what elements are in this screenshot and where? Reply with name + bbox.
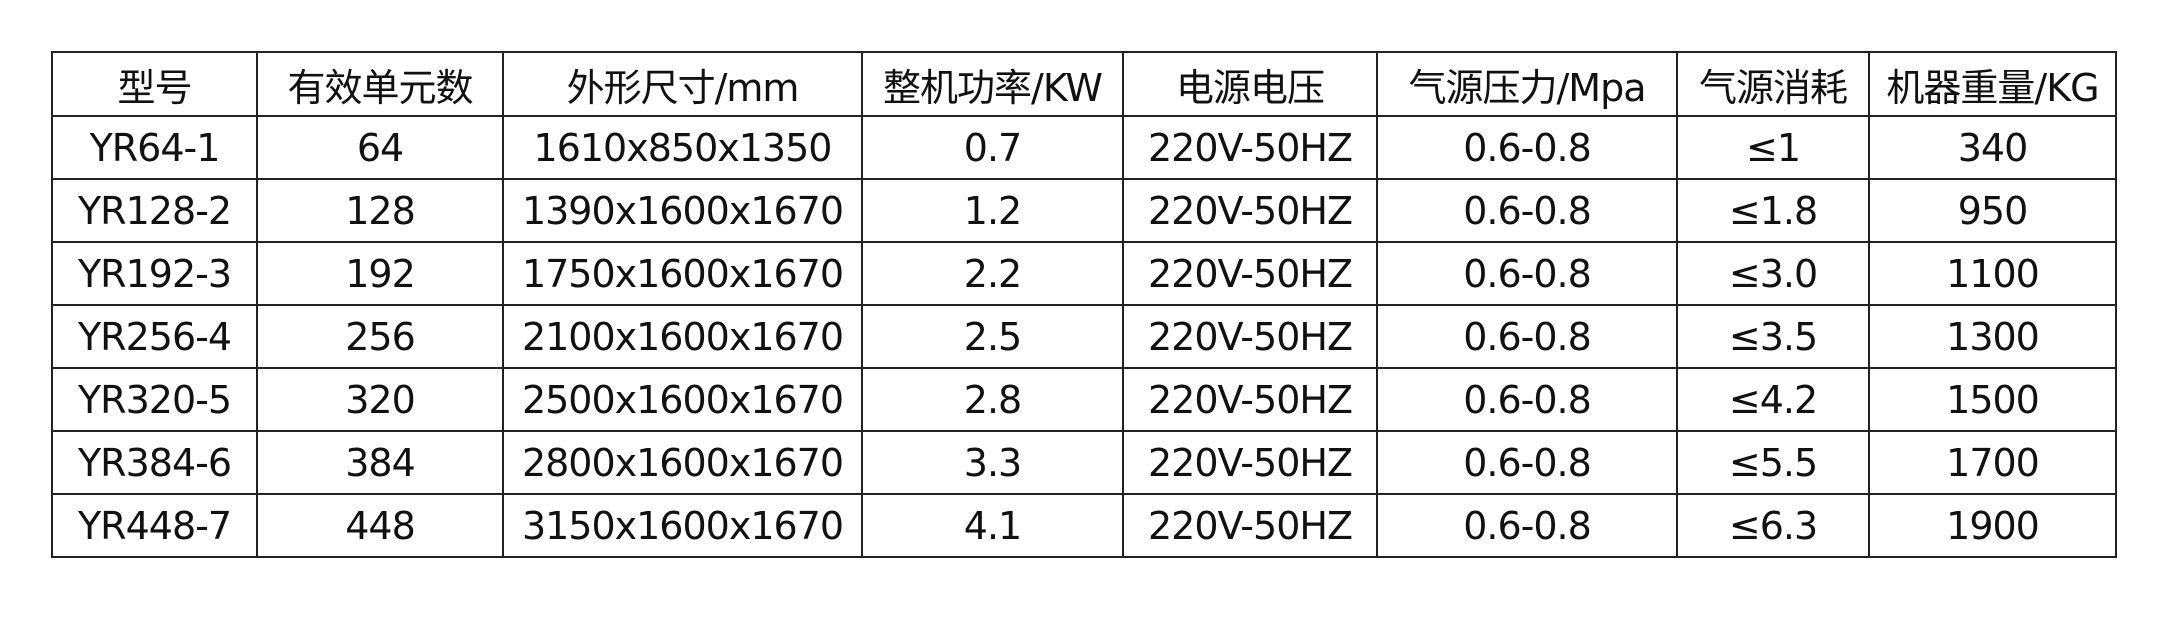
table-cell: 2.8 bbox=[861, 367, 1124, 432]
table-cell: ≤3.5 bbox=[1676, 304, 1870, 369]
header-cell: 外形尺寸/mm bbox=[502, 51, 863, 117]
table-cell: 3150x1600x1670 bbox=[502, 493, 863, 558]
table-row: YR384-6 384 2800x1600x1670 3.3 220V-50HZ 0.6-… bbox=[51, 430, 2117, 495]
table-cell: 4.1 bbox=[861, 493, 1124, 558]
table-cell: ≤1.8 bbox=[1676, 178, 1870, 243]
table-cell: 220V-50HZ bbox=[1122, 178, 1378, 243]
table-cell: 0.6-0.8 bbox=[1376, 115, 1678, 180]
table-cell: 2.2 bbox=[861, 241, 1124, 306]
table-cell: YR256-4 bbox=[51, 304, 258, 369]
table-cell: 2100x1600x1670 bbox=[502, 304, 863, 369]
table-row: YR320-5 320 2500x1600x1670 2.8 220V-50HZ 0.6-… bbox=[51, 367, 2117, 432]
header-cell: 有效单元数 bbox=[256, 51, 504, 117]
table-cell: 220V-50HZ bbox=[1122, 493, 1378, 558]
table-cell: 220V-50HZ bbox=[1122, 430, 1378, 495]
header-cell: 气源压力/Mpa bbox=[1376, 51, 1678, 117]
table-cell: 220V-50HZ bbox=[1122, 367, 1378, 432]
table-cell: 384 bbox=[256, 430, 504, 495]
table-cell: 950 bbox=[1868, 178, 2117, 243]
spec-table: 型号 有效单元数 外形尺寸/mm 整机功率/KW 电源电压 气源压力/Mpa 气源消耗 机器重… bbox=[51, 51, 2117, 558]
table-cell: YR320-5 bbox=[51, 367, 258, 432]
table-cell: 340 bbox=[1868, 115, 2117, 180]
table-cell: 320 bbox=[256, 367, 504, 432]
table-cell: 1390x1600x1670 bbox=[502, 178, 863, 243]
table-cell: YR448-7 bbox=[51, 493, 258, 558]
table-cell: 220V-50HZ bbox=[1122, 241, 1378, 306]
header-cell: 机器重量/KG bbox=[1868, 51, 2117, 117]
table-cell: ≤3.0 bbox=[1676, 241, 1870, 306]
table-cell: 2800x1600x1670 bbox=[502, 430, 863, 495]
table-cell: 1610x850x1350 bbox=[502, 115, 863, 180]
table-cell: 2500x1600x1670 bbox=[502, 367, 863, 432]
table-cell: 3.3 bbox=[861, 430, 1124, 495]
table-cell: 448 bbox=[256, 493, 504, 558]
header-cell: 气源消耗 bbox=[1676, 51, 1870, 117]
table-cell: 1900 bbox=[1868, 493, 2117, 558]
table-cell: 1750x1600x1670 bbox=[502, 241, 863, 306]
table-cell: 1300 bbox=[1868, 304, 2117, 369]
table-cell: 1700 bbox=[1868, 430, 2117, 495]
table-cell: YR64-1 bbox=[51, 115, 258, 180]
table-cell: 0.6-0.8 bbox=[1376, 178, 1678, 243]
table-cell: 0.6-0.8 bbox=[1376, 304, 1678, 369]
header-cell: 电源电压 bbox=[1122, 51, 1378, 117]
table-cell: 220V-50HZ bbox=[1122, 115, 1378, 180]
table-row: YR256-4 256 2100x1600x1670 2.5 220V-50HZ 0.6-… bbox=[51, 304, 2117, 369]
table-cell: ≤5.5 bbox=[1676, 430, 1870, 495]
table-cell: 0.6-0.8 bbox=[1376, 493, 1678, 558]
table-row: YR448-7 448 3150x1600x1670 4.1 220V-50HZ 0.6-… bbox=[51, 493, 2117, 558]
table-cell: 0.6-0.8 bbox=[1376, 367, 1678, 432]
table-cell: 2.5 bbox=[861, 304, 1124, 369]
table-cell: ≤4.2 bbox=[1676, 367, 1870, 432]
table-cell: YR384-6 bbox=[51, 430, 258, 495]
table-cell: ≤6.3 bbox=[1676, 493, 1870, 558]
header-cell: 整机功率/KW bbox=[861, 51, 1124, 117]
table-cell: 192 bbox=[256, 241, 504, 306]
table-row: YR64-1 64 1610x850x1350 0.7 220V-50HZ 0.6-0.8… bbox=[51, 115, 2117, 180]
table-cell: 128 bbox=[256, 178, 504, 243]
table-cell: YR192-3 bbox=[51, 241, 258, 306]
table-cell: 1100 bbox=[1868, 241, 2117, 306]
table-cell: 1500 bbox=[1868, 367, 2117, 432]
table-row: YR128-2 128 1390x1600x1670 1.2 220V-50HZ 0.6-… bbox=[51, 178, 2117, 243]
table-cell: YR128-2 bbox=[51, 178, 258, 243]
table-cell: 0.6-0.8 bbox=[1376, 241, 1678, 306]
table-cell: 220V-50HZ bbox=[1122, 304, 1378, 369]
table-row: YR192-3 192 1750x1600x1670 2.2 220V-50HZ 0.6-… bbox=[51, 241, 2117, 306]
table-cell: 1.2 bbox=[861, 178, 1124, 243]
table-cell: ≤1 bbox=[1676, 115, 1870, 180]
table-cell: 256 bbox=[256, 304, 504, 369]
table-cell: 64 bbox=[256, 115, 504, 180]
table-cell: 0.7 bbox=[861, 115, 1124, 180]
table-cell: 0.6-0.8 bbox=[1376, 430, 1678, 495]
table-body: YR64-1 64 1610x850x1350 0.7 220V-50HZ 0.6-0.8… bbox=[51, 115, 2117, 558]
header-cell: 型号 bbox=[51, 51, 258, 117]
header-row: 型号 有效单元数 外形尺寸/mm 整机功率/KW 电源电压 气源压力/Mpa 气源消耗 机器重… bbox=[51, 51, 2117, 117]
